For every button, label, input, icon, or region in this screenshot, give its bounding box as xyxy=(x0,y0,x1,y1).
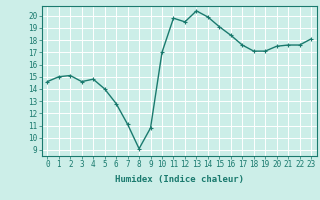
X-axis label: Humidex (Indice chaleur): Humidex (Indice chaleur) xyxy=(115,175,244,184)
